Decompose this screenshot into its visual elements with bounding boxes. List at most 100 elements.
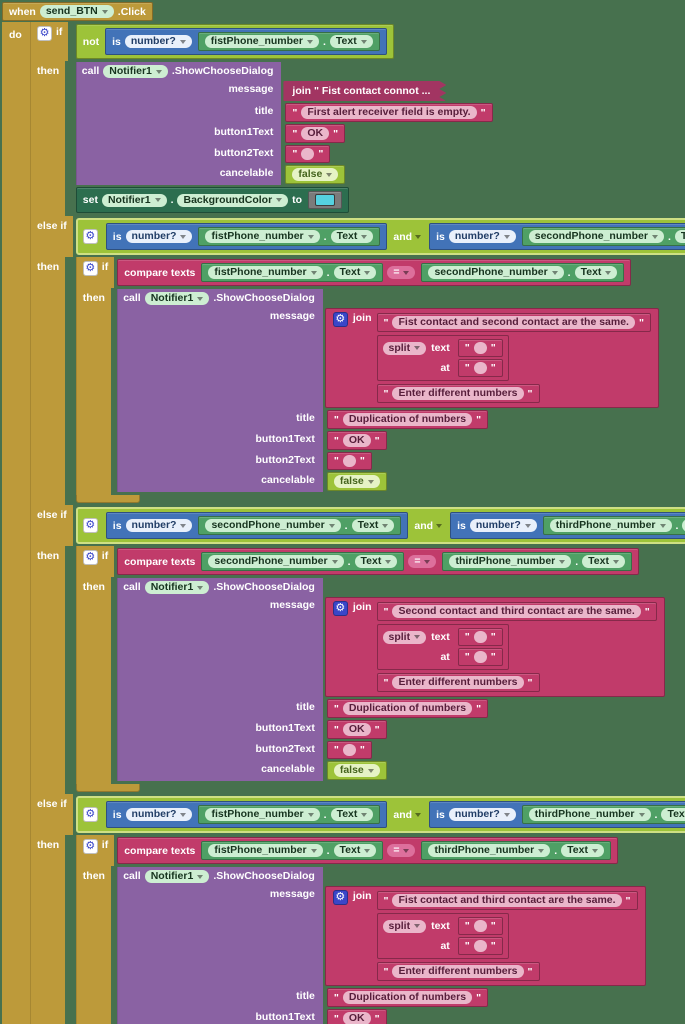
then-spine[interactable]: then bbox=[30, 257, 66, 505]
string-block[interactable]: " OK " bbox=[326, 1009, 387, 1024]
getter-thirdphone-text[interactable]: thirdPhone_number.Text bbox=[542, 516, 685, 535]
getter-secondphone-text[interactable]: secondPhone_number. Text bbox=[521, 227, 685, 246]
empty-string-block[interactable]: " " bbox=[457, 628, 503, 646]
color-block[interactable] bbox=[308, 191, 343, 209]
property-dropdown[interactable]: Text bbox=[561, 844, 604, 857]
component-dropdown[interactable]: fistPhone_number bbox=[208, 844, 323, 857]
elseif-spine[interactable]: else if bbox=[30, 505, 73, 546]
string-text[interactable]: Enter different numbers bbox=[392, 965, 524, 978]
string-block[interactable]: " OK " bbox=[326, 720, 387, 739]
if-spine[interactable]: ⚙ if bbox=[30, 22, 69, 61]
false-block[interactable]: false bbox=[326, 472, 387, 491]
call-showchoosedialog-4[interactable]: call Notifier1 .ShowChooseDialog message ⚙… bbox=[117, 867, 646, 1024]
component-dropdown[interactable]: thirdPhone_number bbox=[428, 844, 551, 857]
string-text[interactable]: OK bbox=[342, 723, 371, 736]
property-dropdown[interactable]: Text bbox=[329, 35, 373, 48]
join-block[interactable]: ⚙ join " Fist contact and second contact a… bbox=[324, 308, 659, 408]
getter-secondphone-text[interactable]: secondPhone_number. Text bbox=[198, 516, 402, 535]
false-dropdown[interactable]: false bbox=[292, 168, 339, 181]
notifier-dropdown[interactable]: Notifier1 bbox=[144, 581, 210, 594]
string-text[interactable]: Duplication of numbers bbox=[342, 413, 473, 426]
notifier-dropdown[interactable]: Notifier1 bbox=[144, 870, 210, 883]
getter-fistphone-text[interactable]: fistPhone_number. Text bbox=[197, 32, 380, 51]
if-spine[interactable]: ⚙ if bbox=[75, 257, 115, 288]
property-dropdown[interactable]: Text bbox=[330, 230, 374, 243]
if-spine[interactable]: ⚙ if bbox=[75, 835, 115, 866]
string-text-empty[interactable] bbox=[473, 342, 487, 354]
property-dropdown[interactable]: Text bbox=[574, 266, 618, 279]
join-block[interactable]: ⚙ join " Fist contact and third contact ar… bbox=[324, 886, 646, 986]
then-spine[interactable]: then bbox=[75, 577, 111, 784]
inner-if-block-2[interactable]: ⚙ if compare texts secondPhone_number. Text… bbox=[75, 546, 665, 792]
join-block[interactable]: ⚙ join " Second contact and third contact … bbox=[324, 597, 665, 697]
equals-dropdown[interactable]: = bbox=[387, 266, 416, 279]
string-text[interactable]: Duplication of numbers bbox=[342, 702, 473, 715]
split-dropdown[interactable]: split bbox=[382, 630, 427, 644]
empty-string-block[interactable]: " " bbox=[457, 359, 503, 377]
component-dropdown[interactable]: secondPhone_number bbox=[428, 266, 564, 279]
call-header[interactable]: call Notifier1 .ShowChooseDialog bbox=[117, 578, 323, 596]
event-component-dropdown[interactable]: send_BTN bbox=[39, 5, 114, 18]
empty-string-block[interactable]: " " bbox=[326, 452, 372, 470]
then-spine[interactable]: then bbox=[30, 835, 66, 1024]
mutator-gear-icon[interactable]: ⚙ bbox=[332, 890, 348, 905]
split-dropdown[interactable]: split bbox=[382, 341, 427, 355]
is-number-block[interactable]: is number? fistPhone_number. Text bbox=[105, 223, 388, 250]
empty-string-block[interactable]: " " bbox=[457, 339, 503, 357]
property-dropdown[interactable]: Text bbox=[582, 555, 625, 568]
empty-string-block[interactable]: " " bbox=[457, 917, 503, 935]
string-block[interactable]: " Fist contact and third contact are the … bbox=[376, 891, 638, 910]
number-dropdown[interactable]: number? bbox=[125, 519, 193, 532]
compare-texts-block[interactable]: compare texts fistPhone_number. Text = secon… bbox=[117, 259, 632, 286]
call-showchoosedialog-3[interactable]: call Notifier1 .ShowChooseDialog message ⚙… bbox=[117, 578, 665, 781]
number-dropdown[interactable]: number? bbox=[124, 35, 192, 48]
collapsed-join-block[interactable]: join " Fist contact connot ... bbox=[283, 81, 446, 101]
notifier-dropdown[interactable]: Notifier1 bbox=[103, 65, 168, 78]
is-number-block[interactable]: is number? fistPhone_number. Text bbox=[105, 801, 388, 828]
equals-dropdown[interactable]: = bbox=[387, 844, 416, 857]
empty-string-block[interactable]: " " bbox=[285, 145, 331, 163]
then-spine[interactable]: then bbox=[30, 546, 66, 794]
empty-string-block[interactable]: " " bbox=[457, 648, 503, 666]
split-block[interactable]: split text " " at " " bbox=[376, 624, 509, 670]
getter-thirdphone-text[interactable]: thirdPhone_number.Text bbox=[442, 552, 632, 571]
string-text-empty[interactable] bbox=[342, 744, 356, 756]
split-dropdown[interactable]: split bbox=[382, 919, 427, 933]
and-block[interactable]: ⚙ is number? secondPhone_number. Text and i… bbox=[75, 507, 685, 544]
string-text[interactable]: OK bbox=[301, 127, 330, 140]
string-block[interactable]: " Duplication of numbers " bbox=[326, 699, 489, 718]
call-header[interactable]: call Notifier1 .ShowChooseDialog bbox=[75, 62, 282, 80]
then-spine[interactable]: then bbox=[30, 61, 66, 216]
getter-secondphone-text[interactable]: secondPhone_number. Text bbox=[201, 552, 405, 571]
call-header[interactable]: call Notifier1 .ShowChooseDialog bbox=[117, 867, 323, 885]
property-dropdown[interactable]: Text bbox=[661, 808, 685, 821]
number-dropdown[interactable]: number? bbox=[469, 519, 537, 532]
if-spine[interactable]: ⚙ if bbox=[75, 546, 115, 577]
and-dropdown[interactable]: and bbox=[414, 520, 443, 532]
string-block[interactable]: " OK " bbox=[326, 431, 387, 450]
mutator-gear-icon[interactable]: ⚙ bbox=[82, 550, 98, 565]
string-text-empty[interactable] bbox=[473, 362, 487, 374]
component-dropdown[interactable]: fistPhone_number bbox=[204, 35, 319, 48]
number-dropdown[interactable]: number? bbox=[125, 230, 193, 243]
mutator-gear-icon[interactable]: ⚙ bbox=[37, 26, 52, 41]
string-block[interactable]: " Enter different numbers " bbox=[376, 384, 540, 403]
string-text[interactable]: OK bbox=[342, 1012, 371, 1024]
string-text[interactable]: Second contact and third contact are the… bbox=[392, 605, 641, 618]
inner-if-block-1[interactable]: ⚙ if compare texts fistPhone_number. Text = s… bbox=[75, 257, 659, 503]
getter-fistphone-text[interactable]: fistPhone_number. Text bbox=[198, 227, 381, 246]
component-dropdown[interactable]: fistPhone_number bbox=[205, 230, 320, 243]
mutator-gear-icon[interactable]: ⚙ bbox=[82, 229, 98, 244]
is-number-block[interactable]: is number? thirdPhone_number. Text bbox=[429, 801, 685, 828]
empty-string-block[interactable]: " " bbox=[457, 937, 503, 955]
property-dropdown[interactable]: Text bbox=[330, 808, 374, 821]
call-showchoosedialog-1[interactable]: call Notifier1 .ShowChooseDialog message j… bbox=[75, 62, 493, 185]
component-dropdown[interactable]: fistPhone_number bbox=[208, 266, 323, 279]
property-dropdown[interactable]: Text bbox=[354, 555, 398, 568]
and-block[interactable]: ⚙ is number? fistPhone_number. Text and is n… bbox=[75, 218, 685, 255]
string-text[interactable]: Fist contact and third contact are the s… bbox=[392, 894, 622, 907]
property-dropdown[interactable]: Text bbox=[682, 519, 685, 532]
false-dropdown[interactable]: false bbox=[333, 475, 380, 488]
false-dropdown[interactable]: false bbox=[333, 764, 380, 777]
